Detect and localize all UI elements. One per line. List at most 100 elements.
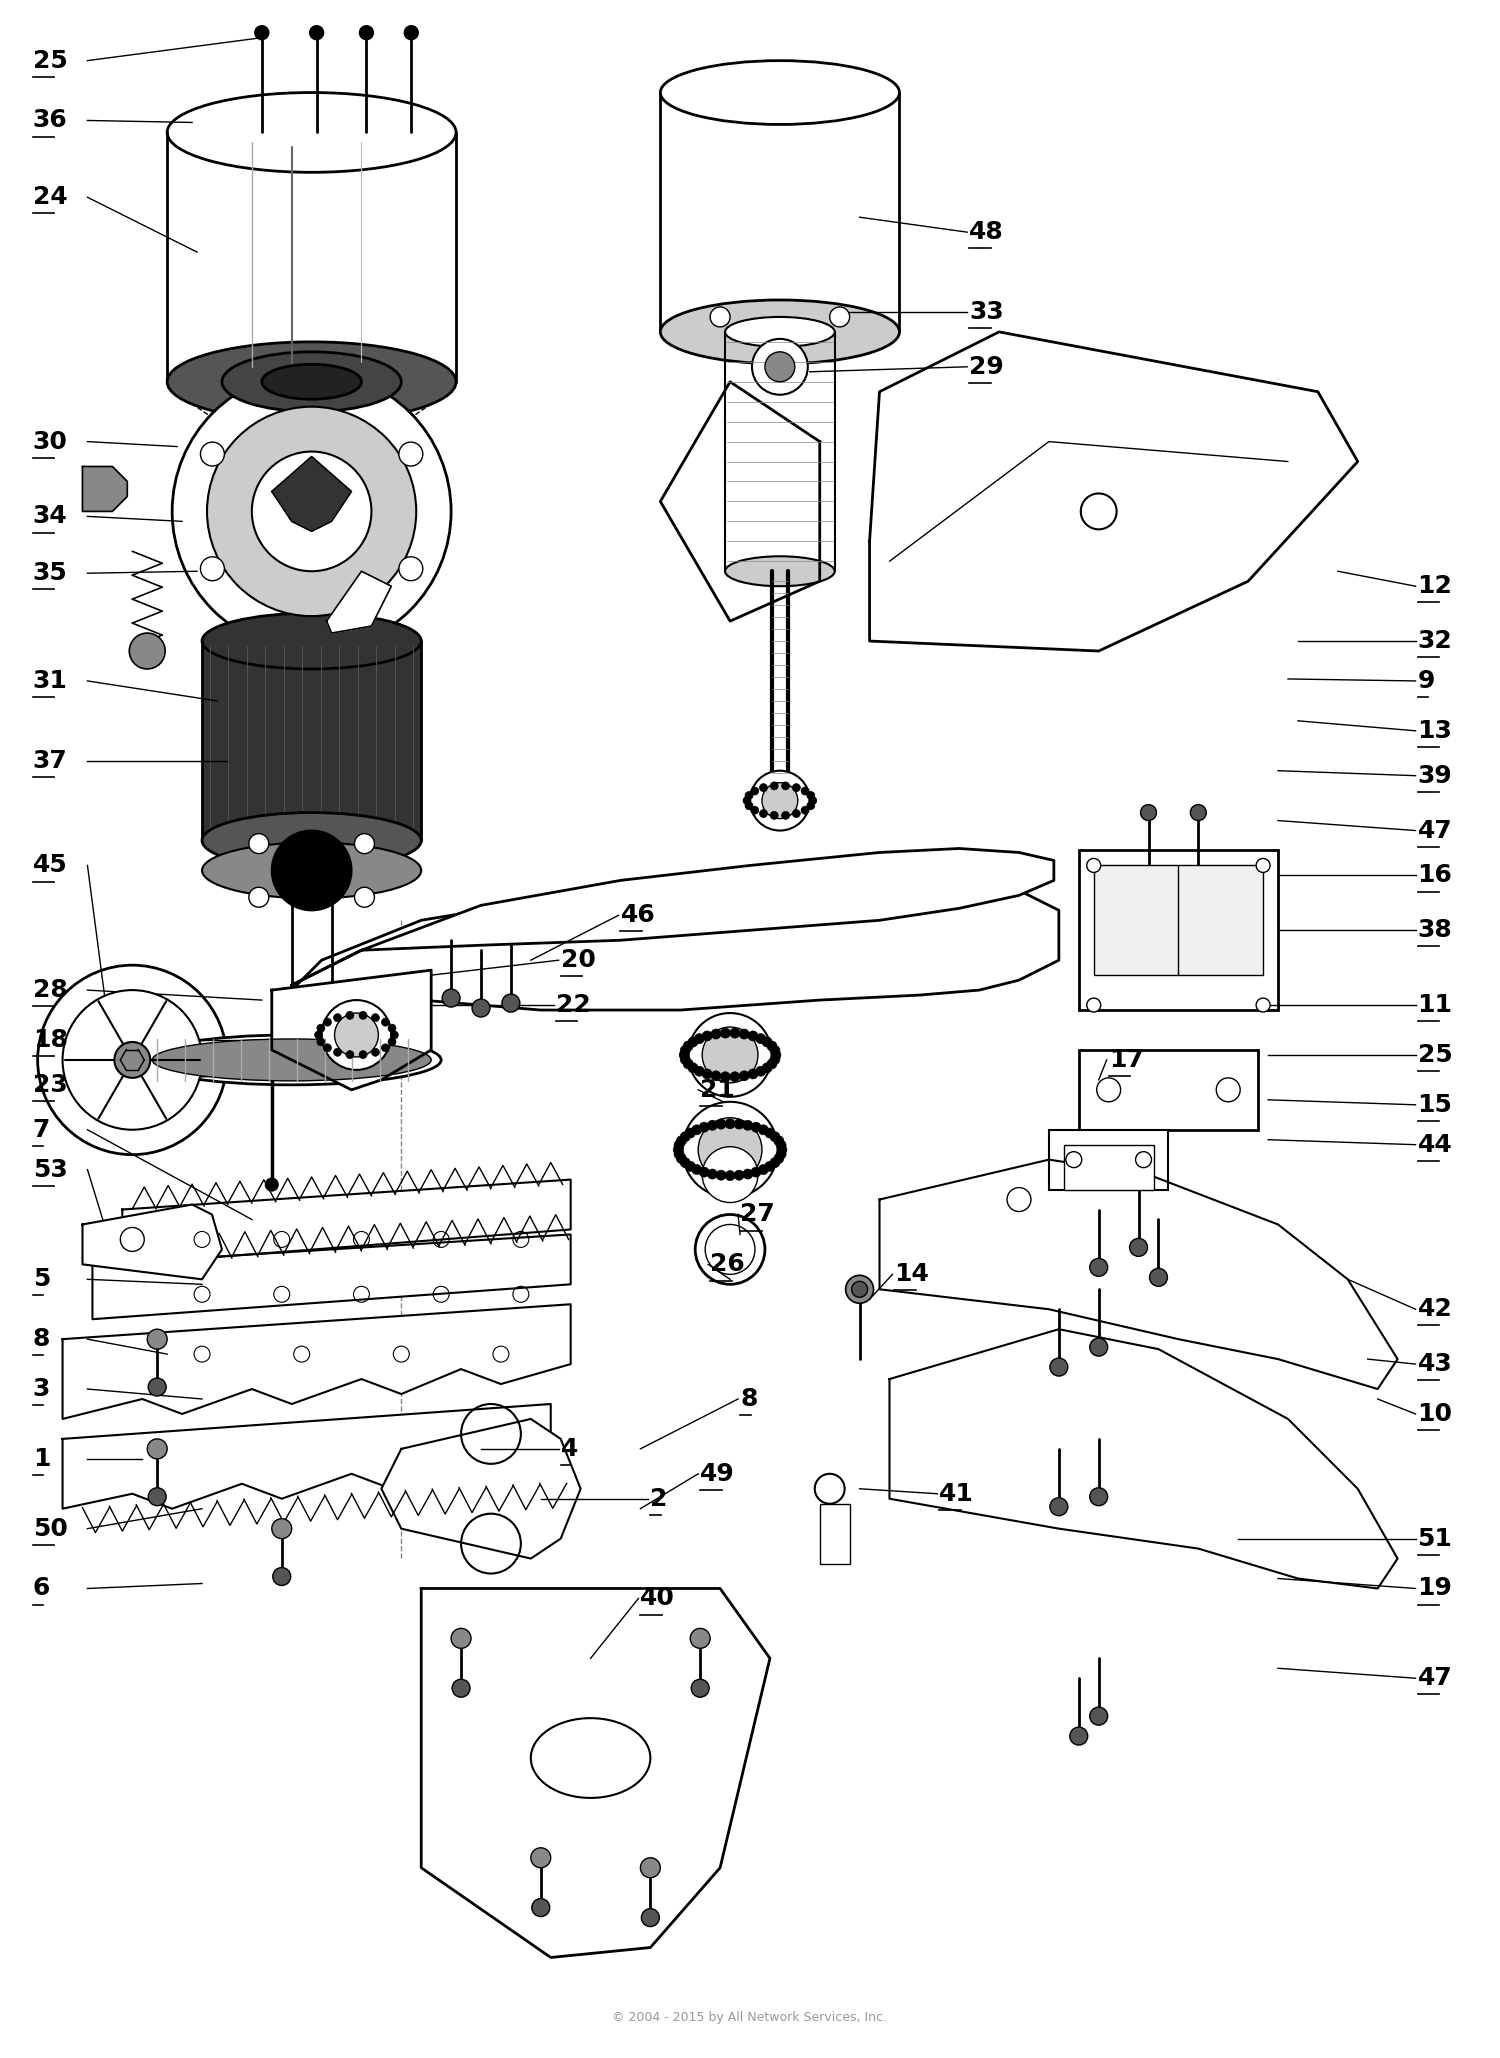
Text: 4: 4 bbox=[561, 1436, 578, 1461]
Circle shape bbox=[711, 1029, 722, 1039]
Circle shape bbox=[147, 1329, 166, 1350]
Circle shape bbox=[1086, 998, 1101, 1013]
Text: 44: 44 bbox=[1418, 1132, 1452, 1157]
Circle shape bbox=[765, 1161, 774, 1171]
Circle shape bbox=[399, 558, 423, 580]
Polygon shape bbox=[282, 871, 1059, 1010]
Circle shape bbox=[765, 352, 795, 381]
Circle shape bbox=[756, 1066, 765, 1076]
Circle shape bbox=[759, 1126, 768, 1134]
Circle shape bbox=[830, 307, 849, 327]
Circle shape bbox=[724, 1120, 735, 1128]
Polygon shape bbox=[422, 1589, 770, 1957]
Circle shape bbox=[759, 809, 768, 817]
Circle shape bbox=[1070, 1727, 1088, 1745]
Circle shape bbox=[771, 1050, 782, 1060]
Circle shape bbox=[699, 1122, 709, 1132]
Circle shape bbox=[249, 833, 268, 854]
Circle shape bbox=[129, 634, 165, 669]
Text: 16: 16 bbox=[1418, 864, 1452, 887]
Circle shape bbox=[746, 803, 753, 809]
Bar bbox=[1094, 866, 1263, 975]
Text: 23: 23 bbox=[33, 1072, 68, 1097]
Circle shape bbox=[815, 1474, 844, 1504]
Polygon shape bbox=[381, 1418, 580, 1558]
Circle shape bbox=[207, 407, 416, 615]
Ellipse shape bbox=[660, 60, 900, 123]
Text: 32: 32 bbox=[1418, 630, 1452, 652]
Circle shape bbox=[792, 784, 801, 792]
Circle shape bbox=[694, 1033, 705, 1043]
Circle shape bbox=[324, 1043, 332, 1052]
Circle shape bbox=[708, 1120, 717, 1130]
Text: 5: 5 bbox=[33, 1268, 50, 1290]
Circle shape bbox=[734, 1171, 744, 1179]
Circle shape bbox=[846, 1276, 873, 1303]
Circle shape bbox=[750, 770, 810, 831]
Circle shape bbox=[532, 1900, 549, 1916]
Polygon shape bbox=[63, 1305, 570, 1418]
Circle shape bbox=[316, 1025, 326, 1033]
Polygon shape bbox=[870, 331, 1358, 650]
Text: 25: 25 bbox=[1418, 1043, 1452, 1066]
Circle shape bbox=[770, 1159, 780, 1167]
Ellipse shape bbox=[202, 842, 422, 899]
Circle shape bbox=[381, 1019, 390, 1027]
Text: © 2004 - 2015 by All Network Services, Inc.: © 2004 - 2015 by All Network Services, I… bbox=[612, 2011, 888, 2023]
Circle shape bbox=[692, 1165, 702, 1175]
Text: 50: 50 bbox=[33, 1517, 68, 1541]
Circle shape bbox=[388, 1025, 396, 1033]
Text: 3: 3 bbox=[33, 1377, 50, 1401]
Text: 14: 14 bbox=[894, 1262, 930, 1286]
Circle shape bbox=[273, 1568, 291, 1585]
Circle shape bbox=[114, 1041, 150, 1078]
Text: 7: 7 bbox=[33, 1117, 50, 1142]
Circle shape bbox=[284, 1006, 300, 1023]
Circle shape bbox=[762, 782, 798, 819]
Circle shape bbox=[1216, 1078, 1240, 1101]
Circle shape bbox=[766, 1041, 777, 1052]
Ellipse shape bbox=[222, 352, 402, 412]
Circle shape bbox=[770, 1132, 780, 1142]
Polygon shape bbox=[123, 1179, 570, 1264]
Circle shape bbox=[354, 887, 375, 908]
Circle shape bbox=[1256, 998, 1270, 1013]
Circle shape bbox=[782, 782, 789, 790]
Circle shape bbox=[688, 1062, 698, 1072]
Circle shape bbox=[688, 1013, 772, 1097]
Circle shape bbox=[381, 1043, 390, 1052]
Text: 8: 8 bbox=[740, 1387, 758, 1412]
Circle shape bbox=[762, 1037, 772, 1048]
Circle shape bbox=[249, 887, 268, 908]
Polygon shape bbox=[63, 1404, 550, 1509]
Circle shape bbox=[742, 796, 752, 805]
Text: 28: 28 bbox=[33, 978, 68, 1002]
Text: 53: 53 bbox=[33, 1157, 68, 1181]
Circle shape bbox=[442, 990, 460, 1006]
Text: 9: 9 bbox=[1418, 669, 1436, 694]
Circle shape bbox=[734, 1120, 744, 1130]
Circle shape bbox=[531, 1848, 550, 1869]
Text: 24: 24 bbox=[33, 185, 68, 210]
Text: 42: 42 bbox=[1418, 1297, 1452, 1321]
Circle shape bbox=[372, 1048, 380, 1056]
Text: 10: 10 bbox=[1418, 1401, 1452, 1426]
Polygon shape bbox=[879, 1159, 1398, 1389]
Circle shape bbox=[807, 792, 814, 799]
Circle shape bbox=[333, 1048, 342, 1056]
Circle shape bbox=[252, 451, 372, 572]
Circle shape bbox=[272, 831, 351, 910]
Text: 48: 48 bbox=[969, 220, 1004, 245]
Circle shape bbox=[770, 1045, 780, 1056]
Circle shape bbox=[742, 1120, 753, 1130]
Text: 25: 25 bbox=[33, 49, 68, 72]
Circle shape bbox=[674, 1144, 682, 1155]
Circle shape bbox=[272, 1519, 291, 1539]
Circle shape bbox=[682, 1101, 778, 1198]
Circle shape bbox=[774, 1155, 783, 1163]
Circle shape bbox=[1130, 1239, 1148, 1255]
Circle shape bbox=[1007, 1187, 1031, 1212]
Ellipse shape bbox=[660, 300, 900, 364]
Bar bbox=[1078, 850, 1278, 1010]
Text: 29: 29 bbox=[969, 354, 1004, 379]
